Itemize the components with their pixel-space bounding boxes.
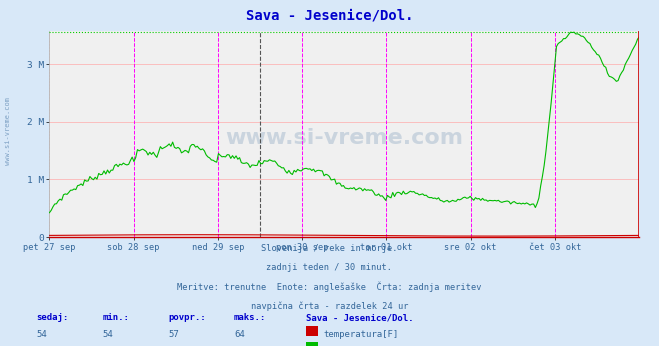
Text: Sava - Jesenice/Dol.: Sava - Jesenice/Dol. bbox=[306, 313, 414, 322]
Text: temperatura[F]: temperatura[F] bbox=[324, 330, 399, 339]
Text: povpr.:: povpr.: bbox=[168, 313, 206, 322]
Text: 57: 57 bbox=[168, 330, 179, 339]
Text: maks.:: maks.: bbox=[234, 313, 266, 322]
Text: www.si-vreme.com: www.si-vreme.com bbox=[225, 128, 463, 148]
Text: sedaj:: sedaj: bbox=[36, 313, 69, 322]
Text: Sava - Jesenice/Dol.: Sava - Jesenice/Dol. bbox=[246, 9, 413, 22]
Text: Meritve: trenutne  Enote: anglešaške  Črta: zadnja meritev: Meritve: trenutne Enote: anglešaške Črta… bbox=[177, 282, 482, 292]
Text: zadnji teden / 30 minut.: zadnji teden / 30 minut. bbox=[266, 263, 393, 272]
Text: 54: 54 bbox=[36, 330, 47, 339]
Text: 54: 54 bbox=[102, 330, 113, 339]
Text: Slovenija / reke in morje.: Slovenija / reke in morje. bbox=[261, 244, 398, 253]
Text: 64: 64 bbox=[234, 330, 244, 339]
Text: min.:: min.: bbox=[102, 313, 129, 322]
Text: navpična črta - razdelek 24 ur: navpična črta - razdelek 24 ur bbox=[251, 301, 408, 310]
Text: www.si-vreme.com: www.si-vreme.com bbox=[5, 98, 11, 165]
